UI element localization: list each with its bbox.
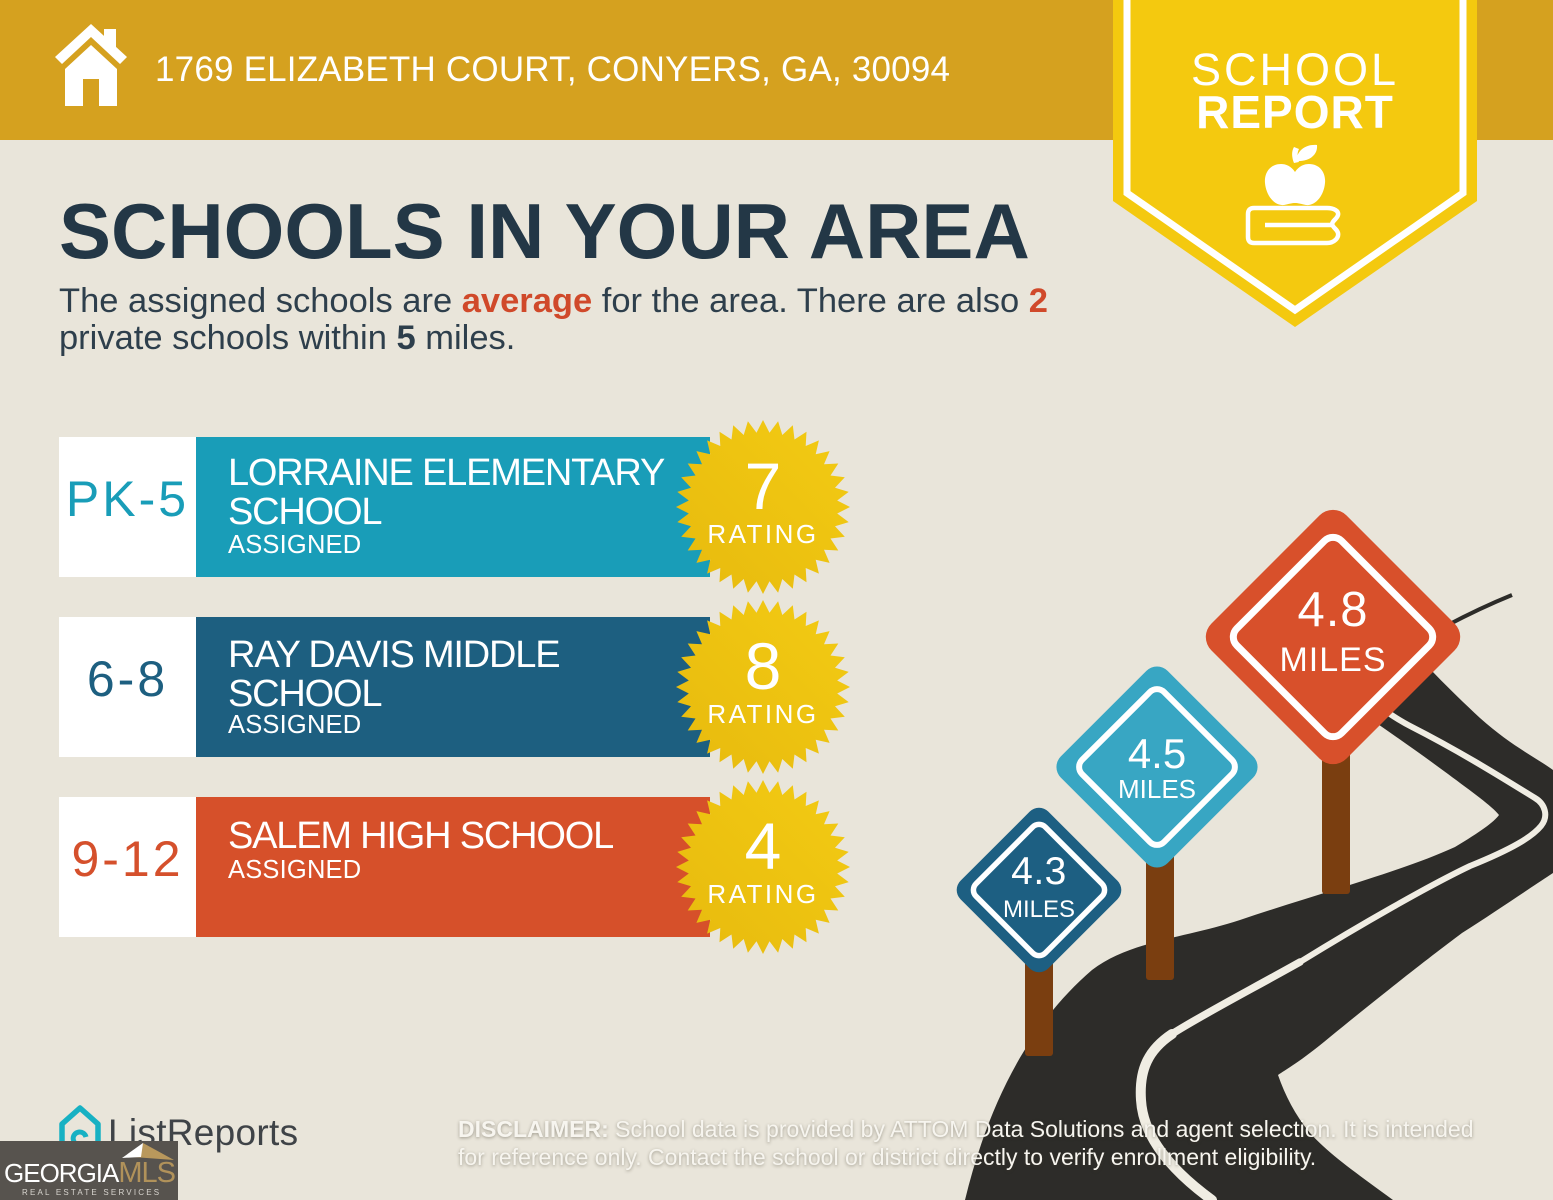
svg-text:MILES: MILES — [1279, 641, 1386, 679]
svg-text:RATING: RATING — [707, 879, 818, 909]
svg-text:4.3: 4.3 — [1011, 850, 1067, 893]
svg-text:SCHOOL: SCHOOL — [1191, 44, 1399, 95]
svg-text:RATING: RATING — [707, 699, 818, 729]
svg-text:MILES: MILES — [1118, 774, 1196, 804]
svg-text:REPORT: REPORT — [1196, 86, 1394, 138]
svg-text:7: 7 — [745, 449, 782, 523]
svg-text:4: 4 — [745, 809, 782, 883]
svg-text:4.8: 4.8 — [1297, 583, 1368, 637]
svg-text:4.5: 4.5 — [1128, 730, 1186, 777]
svg-text:8: 8 — [745, 629, 782, 703]
svg-text:MILES: MILES — [1003, 896, 1075, 923]
svg-text:RATING: RATING — [707, 519, 818, 549]
